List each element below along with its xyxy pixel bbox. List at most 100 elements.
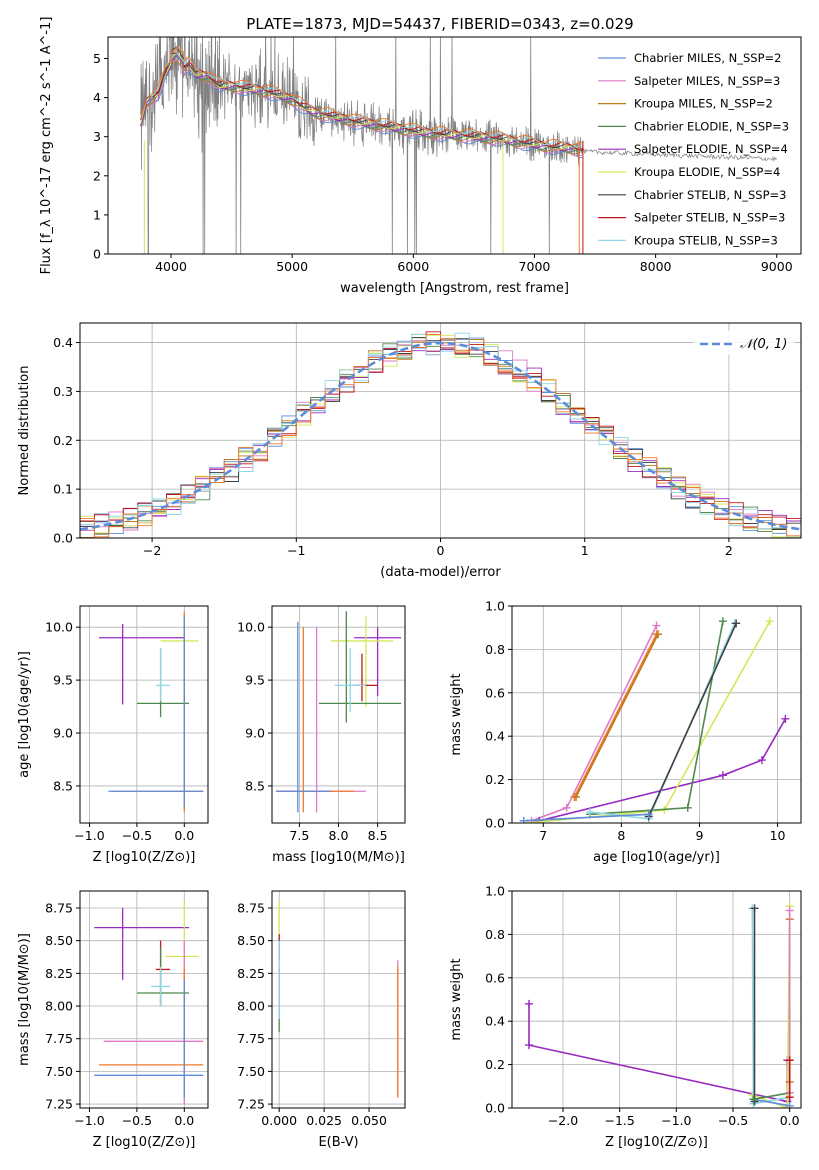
weight-marker	[519, 816, 528, 823]
errorbar-point	[108, 616, 204, 808]
x-tick-label: −1.0	[74, 1113, 104, 1128]
y-axis-label: mass [log10(M/M⊙)]	[17, 933, 32, 1066]
residual-histogram	[80, 344, 801, 528]
y-tick-label: 7.25	[237, 1097, 265, 1112]
weight-series	[572, 630, 663, 801]
legend-label: Kroupa STELIB, N_SSP=3	[634, 233, 778, 247]
y-tick-label: 8.25	[237, 966, 265, 981]
x-tick-label: 0.025	[306, 1113, 342, 1128]
weight-marker	[732, 619, 741, 628]
age-vs-metallicity-panel: −1.0 −0.5 0.0 8.5 9.0 9.5 10.0 Z [log10(Z/Z⊙)] a…	[17, 605, 209, 865]
weight-line	[590, 621, 724, 816]
errorbar-point	[151, 966, 171, 1007]
y-tick-label: 5	[93, 51, 101, 66]
x-tick-label: 0.0	[174, 828, 194, 843]
y-axis-label: mass weight	[449, 958, 464, 1040]
x-tick-label: 7000	[519, 259, 551, 274]
legend-label: Salpeter STELIB, N_SSP=3	[634, 211, 785, 225]
errorbar-point	[330, 616, 394, 707]
weight-series	[785, 1056, 794, 1102]
y-tick-label: 0.8	[485, 642, 505, 657]
y-tick-label: 0.0	[485, 816, 505, 831]
legend-label: Chabrier ELODIE, N_SSP=3	[634, 119, 789, 133]
y-tick-label: 0.2	[53, 433, 73, 448]
plot-area	[80, 331, 801, 538]
errorbar-point	[136, 648, 190, 718]
weight-marker	[652, 621, 661, 630]
y-tick-label: 10.0	[45, 620, 73, 635]
weight-marker	[718, 617, 727, 626]
figure-title: PLATE=1873, MJD=54437, FIBERID=0343, z=0…	[246, 15, 633, 33]
y-tick-label: 9.0	[245, 726, 265, 741]
weight-line	[647, 623, 737, 817]
errorbar-point	[98, 623, 185, 705]
weight-marker	[785, 1093, 794, 1102]
mass-weight-vs-metallicity-panel: −2.0 −1.5 −1.0 −0.5 0.0 0.0 0.2 0.4 0.6 0.8 1.0 Z […	[449, 884, 802, 1150]
plot-area	[98, 611, 204, 813]
x-tick-label: −1.0	[74, 828, 104, 843]
y-tick-label: 8.00	[237, 999, 265, 1014]
mass-vs-metallicity-panel: −1.0 −0.5 0.0 7.25 7.50 7.75 8.00 8.25 8.50 8.75 Z…	[17, 890, 209, 1150]
x-tick-label: 8	[617, 828, 625, 843]
legend: 𝒩(0, 1)	[694, 331, 794, 355]
legend-label: Chabrier STELIB, N_SSP=3	[634, 188, 786, 202]
axes-frame	[79, 605, 209, 824]
x-tick-label: 7	[539, 828, 547, 843]
x-tick-label: 8.0	[329, 828, 349, 843]
errorbar-point	[354, 627, 402, 696]
x-tick-label: 0.000	[261, 1113, 297, 1128]
legend-label: Salpeter MILES, N_SSP=3	[634, 74, 780, 88]
mass-weight-vs-age-panel: 7 8 9 10 0.0 0.2 0.4 0.6 0.8 1.0 age [log10(age/yr…	[449, 599, 802, 865]
y-axis-label: mass weight	[449, 673, 464, 755]
axes-frame	[79, 890, 209, 1109]
y-tick-label: 0.6	[485, 970, 505, 985]
weight-marker	[525, 999, 533, 1008]
spectrum-panel: 4000 5000 6000 7000 8000 9000 0 1 2 3 4 5 wavelength…	[39, 17, 802, 296]
y-tick-label: 0.2	[485, 1057, 505, 1072]
weight-line	[531, 625, 658, 822]
y-tick-label: 0	[93, 247, 101, 262]
legend-label: 𝒩(0, 1)	[740, 337, 787, 352]
y-axis-label: Flux [f_λ 10^-17 erg cm^-2 s^-1 A^-1]	[39, 17, 54, 275]
x-axis-label: age [log10(age/yr)]	[593, 850, 720, 865]
y-tick-label: 2	[93, 168, 101, 183]
x-tick-label: 0.0	[174, 1113, 194, 1128]
weight-marker	[749, 1095, 758, 1104]
x-tick-label: 0.0	[780, 1113, 800, 1128]
x-tick-label: 9	[695, 828, 703, 843]
errorbar-point	[94, 979, 204, 1098]
observed-spectrum	[140, 37, 778, 254]
x-tick-label: 6000	[397, 259, 429, 274]
y-tick-label: 0.0	[53, 531, 73, 546]
legend: Chabrier MILES, N_SSP=2 Salpeter MILES, N…	[598, 51, 789, 247]
model-spectrum	[140, 46, 583, 146]
x-tick-label: −2.0	[548, 1113, 578, 1128]
weight-line	[751, 908, 790, 1105]
weight-line	[753, 1098, 790, 1107]
weight-line	[539, 718, 787, 822]
weight-marker	[718, 771, 727, 780]
x-tick-label: −0.5	[122, 828, 152, 843]
x-axis-label: mass [log10(M/M⊙)]	[272, 850, 405, 865]
errorbar-point	[165, 901, 199, 1013]
errorbar-point	[155, 648, 171, 702]
weight-marker	[654, 630, 663, 639]
weight-marker	[683, 803, 692, 812]
mass-vs-ebv-panel: 0.000 0.025 0.050 7.25 7.50 7.75 8.00 8.25 8.50 8…	[237, 890, 406, 1150]
y-tick-label: 7.75	[45, 1031, 73, 1046]
y-tick-label: 7.75	[237, 1031, 265, 1046]
weight-line	[528, 1003, 789, 1103]
y-axis-label: Normed distribution	[17, 366, 32, 496]
y-tick-label: 0.3	[53, 384, 73, 399]
x-tick-label: 5000	[276, 259, 308, 274]
x-tick-label: −1	[287, 543, 305, 558]
weight-line	[753, 1092, 790, 1101]
model-spectrum	[140, 52, 583, 150]
legend-box	[694, 331, 794, 355]
x-tick-label: −2	[143, 543, 161, 558]
weight-series	[527, 621, 661, 823]
y-tick-label: 1	[93, 207, 101, 222]
x-tick-label: −0.5	[718, 1113, 748, 1128]
y-tick-label: 8.50	[237, 933, 265, 948]
plot-area	[519, 617, 790, 823]
